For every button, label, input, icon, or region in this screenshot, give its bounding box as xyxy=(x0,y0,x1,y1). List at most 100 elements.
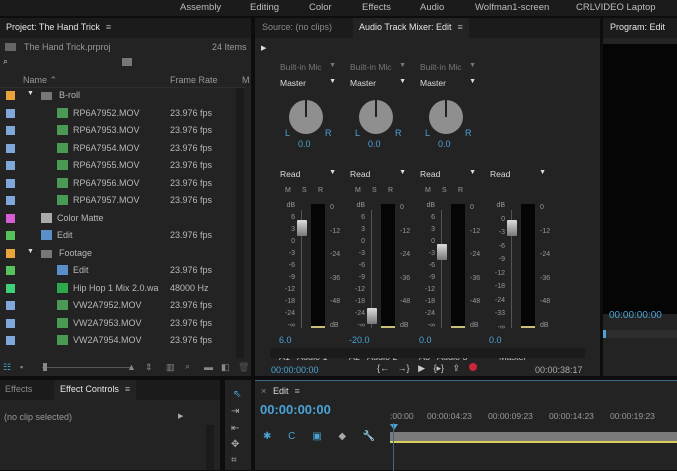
tab-program[interactable]: Program: Edit xyxy=(610,22,666,32)
mute-button[interactable]: M xyxy=(285,187,291,194)
disclosure-triangle-icon[interactable]: ▼ xyxy=(27,90,34,97)
marker-icon[interactable]: ◆ xyxy=(338,431,347,442)
play-icon[interactable]: ▶ xyxy=(418,363,425,373)
column-frame-rate[interactable]: Frame Rate xyxy=(170,75,218,85)
list-item[interactable]: RP6A7953.MOV 23.976 fps xyxy=(0,122,236,139)
timeline-timecode[interactable]: 00:00:00:00 xyxy=(260,402,331,417)
list-item[interactable]: RP6A7954.MOV 23.976 fps xyxy=(0,140,236,157)
workspace-effects[interactable]: Effects xyxy=(362,2,391,13)
list-item[interactable]: RP6A7955.MOV 23.976 fps xyxy=(0,157,236,174)
play-in-to-out-icon[interactable]: {▸} xyxy=(433,363,445,373)
column-more[interactable]: M xyxy=(242,75,250,85)
find-icon[interactable]: ⌕ xyxy=(185,361,191,371)
automation-mode-dropdown[interactable]: Read ▼ xyxy=(420,169,476,179)
volume-fader[interactable] xyxy=(297,220,307,236)
output-dropdown[interactable]: Master ▼ xyxy=(420,78,476,88)
color-label[interactable] xyxy=(6,266,15,275)
color-label[interactable] xyxy=(6,126,15,135)
color-label[interactable] xyxy=(6,196,15,205)
snap-icon[interactable]: ✱ xyxy=(263,431,272,442)
panel-menu-icon[interactable]: ≡ xyxy=(457,22,463,32)
color-label[interactable] xyxy=(6,301,15,310)
new-bin-icon[interactable]: ▬ xyxy=(204,362,213,372)
slip-tool-icon[interactable]: ⌗ xyxy=(231,455,237,466)
color-label[interactable] xyxy=(6,318,15,328)
sort-icon[interactable]: ▲ xyxy=(127,362,136,372)
automate-icon[interactable]: ⇕ xyxy=(145,362,153,372)
workspace-color[interactable]: Color xyxy=(309,2,332,13)
list-item[interactable]: RP6A7956.MOV 23.976 fps xyxy=(0,175,236,192)
color-label[interactable] xyxy=(6,248,15,258)
selection-tool-icon[interactable]: ⇖ xyxy=(233,389,242,400)
mixer-timecode-in[interactable]: 00:00:00:00 xyxy=(271,365,319,375)
color-label[interactable] xyxy=(6,178,15,188)
linked-selection-icon[interactable]: C xyxy=(288,431,296,442)
color-label[interactable] xyxy=(6,143,15,153)
volume-fader[interactable] xyxy=(437,244,447,260)
input-dropdown[interactable]: Built-in Mic ▼ xyxy=(420,62,476,72)
color-label[interactable] xyxy=(6,213,15,223)
workspace-editing[interactable]: Editing xyxy=(250,2,280,13)
output-dropdown[interactable]: Master ▼ xyxy=(350,78,406,88)
record-icon[interactable] xyxy=(468,363,477,371)
expand-icon[interactable]: ▶ xyxy=(178,413,184,420)
list-item[interactable]: VW2A7952.MOV 23.976 fps xyxy=(0,297,236,314)
color-label[interactable] xyxy=(6,231,15,240)
mute-button[interactable]: M xyxy=(425,187,431,194)
list-item[interactable]: ▼ Footage xyxy=(0,245,236,262)
tab-effects[interactable]: Effects xyxy=(5,384,33,394)
workspace-wolfman[interactable]: Wolfman1-screen xyxy=(475,2,550,13)
go-to-out-icon[interactable]: →} xyxy=(397,363,410,373)
solo-button[interactable]: S xyxy=(372,187,377,194)
record-enable-button[interactable]: R xyxy=(318,187,324,194)
trash-icon[interactable]: 🗑 xyxy=(238,362,250,372)
list-item[interactable]: VW2A7953.MOV 23.976 fps xyxy=(0,315,236,332)
volume-value[interactable]: 6.0 xyxy=(279,335,292,345)
settings-wrench-icon[interactable]: 🔧 xyxy=(362,431,376,442)
automation-mode-dropdown[interactable]: Read ▼ xyxy=(280,169,336,179)
solo-button[interactable]: S xyxy=(442,187,447,194)
volume-value[interactable]: 0.0 xyxy=(419,335,432,345)
input-dropdown[interactable]: Built-in Mic ▼ xyxy=(280,62,336,72)
tab-edit-sequence[interactable]: Edit ≡ xyxy=(273,386,300,396)
panel-menu-icon[interactable]: ≡ xyxy=(105,22,112,32)
list-item[interactable]: RP6A7957.MOV 23.976 fps xyxy=(0,192,236,209)
output-dropdown[interactable]: Master ▼ xyxy=(280,78,336,88)
zoom-slider[interactable] xyxy=(42,367,132,368)
expand-effects-icon[interactable]: ▶ xyxy=(261,45,267,52)
search-icon[interactable]: ⌕ xyxy=(3,56,9,66)
list-item[interactable]: Edit 23.976 fps xyxy=(0,262,236,279)
solo-button[interactable]: S xyxy=(302,187,307,194)
column-name[interactable]: Name ⌃ xyxy=(23,75,58,85)
mixer-scrollbar[interactable] xyxy=(270,348,585,358)
list-item[interactable]: ▼ B-roll xyxy=(0,87,236,104)
track-select-tool-icon[interactable]: ⇥ xyxy=(231,406,240,417)
list-item[interactable]: Edit 23.976 fps xyxy=(0,227,236,244)
volume-value[interactable]: 0.0 xyxy=(489,335,502,345)
tab-project[interactable]: Project: The Hand Trick ≡ xyxy=(6,22,111,32)
disclosure-triangle-icon[interactable]: ▼ xyxy=(27,247,34,255)
workspace-assembly[interactable]: Assembly xyxy=(180,2,222,13)
list-item[interactable]: RP6A7952.MOV 23.976 fps xyxy=(0,105,236,122)
loop-icon[interactable]: ⇪ xyxy=(452,363,461,373)
color-label[interactable] xyxy=(6,336,15,345)
volume-fader[interactable] xyxy=(367,308,377,324)
rate-stretch-tool-icon[interactable]: ✥ xyxy=(231,439,240,450)
tab-audio-mixer[interactable]: Audio Track Mixer: Edit ≡ xyxy=(353,18,469,38)
go-to-in-icon[interactable]: {← xyxy=(377,363,390,373)
automation-mode-dropdown[interactable]: Read ▼ xyxy=(490,169,546,179)
new-search-bin-icon[interactable] xyxy=(122,58,132,66)
program-timecode[interactable]: 00:00:00:00 xyxy=(609,310,662,321)
mute-button[interactable]: M xyxy=(355,187,361,194)
work-area-bar[interactable] xyxy=(390,432,677,443)
tab-source[interactable]: Source: (no clips) xyxy=(262,22,333,32)
input-dropdown[interactable]: Built-in Mic ▼ xyxy=(350,62,406,72)
automation-mode-dropdown[interactable]: Read ▼ xyxy=(350,169,406,179)
list-item[interactable]: Color Matte xyxy=(0,210,236,227)
workspace-crlvideo[interactable]: CRLVIDEO Laptop xyxy=(576,2,656,13)
list-item[interactable]: VW2A7954.MOV 23.976 fps xyxy=(0,332,236,349)
volume-value[interactable]: -20.0 xyxy=(349,335,370,345)
playhead[interactable] xyxy=(390,424,398,434)
new-item-icon[interactable]: ◧ xyxy=(221,362,230,372)
color-label[interactable] xyxy=(6,161,15,170)
